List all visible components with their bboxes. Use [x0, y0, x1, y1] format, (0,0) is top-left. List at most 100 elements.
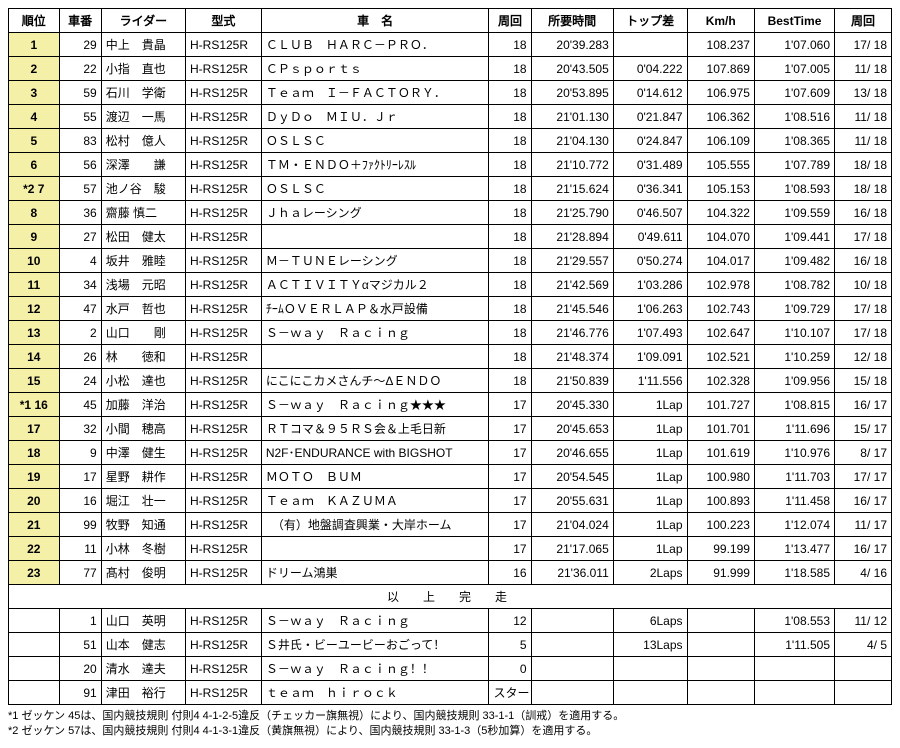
- cell-kmh: 106.975: [687, 81, 754, 105]
- cell-gap: 1Lap: [613, 465, 687, 489]
- cell-team: ＤｙＤｏ ＭＩＵ．Ｊｒ: [261, 105, 489, 129]
- col-header: 車 名: [261, 9, 489, 33]
- cell-kmh: 102.521: [687, 345, 754, 369]
- cell-bl: 11/ 12: [835, 609, 892, 633]
- cell-rank: [9, 609, 60, 633]
- cell-rank: 6: [9, 153, 60, 177]
- cell-rider: 山口 剛: [101, 321, 185, 345]
- cell-rank: 2: [9, 57, 60, 81]
- cell-best: 1'09.956: [754, 369, 834, 393]
- table-row: 359石川 学衛H-RS125RＴｅａｍ Ｉ－ＦＡＣＴＯＲＹ．1820'53.8…: [9, 81, 892, 105]
- cell-time: 21'04.130: [531, 129, 613, 153]
- cell-rider: 浅場 元昭: [101, 273, 185, 297]
- col-header: 所要時間: [531, 9, 613, 33]
- cell-bl: 17/ 18: [835, 33, 892, 57]
- cell-kmh: 102.978: [687, 273, 754, 297]
- cell-rider: 星野 耕作: [101, 465, 185, 489]
- cell-bl: 17/ 18: [835, 297, 892, 321]
- cell-no: 11: [59, 537, 101, 561]
- cell-bl: 11/ 17: [835, 513, 892, 537]
- cell-team: ＯＳＬＳＣ: [261, 129, 489, 153]
- cell-gap: 1'03.286: [613, 273, 687, 297]
- cell-kmh: 107.869: [687, 57, 754, 81]
- cell-gap: 0'24.847: [613, 129, 687, 153]
- cell-rider: 小松 達也: [101, 369, 185, 393]
- cell-team: ドリーム鴻巣: [261, 561, 489, 585]
- cell-model: H-RS125R: [185, 81, 261, 105]
- cell-laps: 18: [489, 345, 531, 369]
- table-row: 51山本 健志H-RS125RＳ井氏・ビーユービーおごって！513Laps1'1…: [9, 633, 892, 657]
- cell-rank: 8: [9, 201, 60, 225]
- cell-team: ｔｅａｍ ｈｉｒｏｃｋ: [261, 681, 489, 705]
- cell-rider: 中上 貴晶: [101, 33, 185, 57]
- cell-rider: 中澤 健生: [101, 441, 185, 465]
- cell-team: Ｊｈａレーシング: [261, 201, 489, 225]
- cell-no: 32: [59, 417, 101, 441]
- cell-rank: 22: [9, 537, 60, 561]
- cell-gap: 1Lap: [613, 513, 687, 537]
- cell-team: Ｓ－ｗａｙ Ｒａｃｉｎｇ: [261, 609, 489, 633]
- cell-kmh: 99.199: [687, 537, 754, 561]
- cell-kmh: 108.237: [687, 33, 754, 57]
- cell-kmh: 104.322: [687, 201, 754, 225]
- table-row: 2377髙村 俊明H-RS125Rドリーム鴻巣1621'36.0112Laps9…: [9, 561, 892, 585]
- cell-rank: 23: [9, 561, 60, 585]
- cell-laps: 12: [489, 609, 531, 633]
- table-row: 1426林 徳和H-RS125R1821'48.3741'09.091102.5…: [9, 345, 892, 369]
- cell-bl: 11/ 18: [835, 105, 892, 129]
- col-header: トップ差: [613, 9, 687, 33]
- cell-gap: 0'46.507: [613, 201, 687, 225]
- cell-no: 36: [59, 201, 101, 225]
- cell-model: H-RS125R: [185, 441, 261, 465]
- cell-time: [531, 633, 613, 657]
- cell-gap: 1Lap: [613, 489, 687, 513]
- cell-time: 21'17.065: [531, 537, 613, 561]
- cell-model: H-RS125R: [185, 681, 261, 705]
- cell-best: 1'07.060: [754, 33, 834, 57]
- cell-model: H-RS125R: [185, 225, 261, 249]
- cell-no: 4: [59, 249, 101, 273]
- cell-rank: 1: [9, 33, 60, 57]
- cell-laps: 17: [489, 417, 531, 441]
- table-row: 1247水戸 哲也H-RS125RﾁｰﾑＯＶＥＲＬＡＰ＆水戸設備1821'45.…: [9, 297, 892, 321]
- cell-time: 21'46.776: [531, 321, 613, 345]
- cell-rank: 14: [9, 345, 60, 369]
- footnote-line: *1 ゼッケン 45は、国内競技規則 付則4 4-1-2-5違反（チェッカー旗無…: [8, 709, 892, 724]
- table-row: *2 757池ノ谷 駿H-RS125RＯＳＬＳＣ1821'15.6240'36.…: [9, 177, 892, 201]
- cell-no: 59: [59, 81, 101, 105]
- col-header: 周回: [835, 9, 892, 33]
- cell-best: 1'10.259: [754, 345, 834, 369]
- cell-gap: 1'09.091: [613, 345, 687, 369]
- cell-best: 1'11.458: [754, 489, 834, 513]
- cell-rider: 小林 冬樹: [101, 537, 185, 561]
- table-row: 1134浅場 元昭H-RS125RＡＣＴＩＶＩＴＹαマジカル２1821'42.5…: [9, 273, 892, 297]
- table-row: 2199牧野 知通H-RS125R （有）地盤調査興業・大岸ホーム1721'04…: [9, 513, 892, 537]
- cell-rank: *1 16: [9, 393, 60, 417]
- cell-model: H-RS125R: [185, 297, 261, 321]
- cell-model: H-RS125R: [185, 153, 261, 177]
- cell-team: （有）地盤調査興業・大岸ホーム: [261, 513, 489, 537]
- cell-model: H-RS125R: [185, 105, 261, 129]
- cell-rank: 12: [9, 297, 60, 321]
- cell-team: [261, 537, 489, 561]
- footnotes: *1 ゼッケン 45は、国内競技規則 付則4 4-1-2-5違反（チェッカー旗無…: [8, 709, 892, 740]
- cell-time: 20'46.655: [531, 441, 613, 465]
- cell-bl: 17/ 17: [835, 465, 892, 489]
- cell-bl: 10/ 18: [835, 273, 892, 297]
- cell-no: 45: [59, 393, 101, 417]
- cell-rider: 山本 健志: [101, 633, 185, 657]
- cell-best: 1'08.516: [754, 105, 834, 129]
- cell-rider: 牧野 知通: [101, 513, 185, 537]
- cell-rider: 清水 達夫: [101, 657, 185, 681]
- cell-laps: 0: [489, 657, 531, 681]
- cell-no: 9: [59, 441, 101, 465]
- cell-kmh: 100.223: [687, 513, 754, 537]
- cell-gap: 0'04.222: [613, 57, 687, 81]
- cell-bl: 4/ 16: [835, 561, 892, 585]
- cell-gap: 6Laps: [613, 609, 687, 633]
- cell-kmh: 100.980: [687, 465, 754, 489]
- cell-time: [531, 657, 613, 681]
- cell-best: 1'08.365: [754, 129, 834, 153]
- cell-rider: 松村 億人: [101, 129, 185, 153]
- cell-rank: 10: [9, 249, 60, 273]
